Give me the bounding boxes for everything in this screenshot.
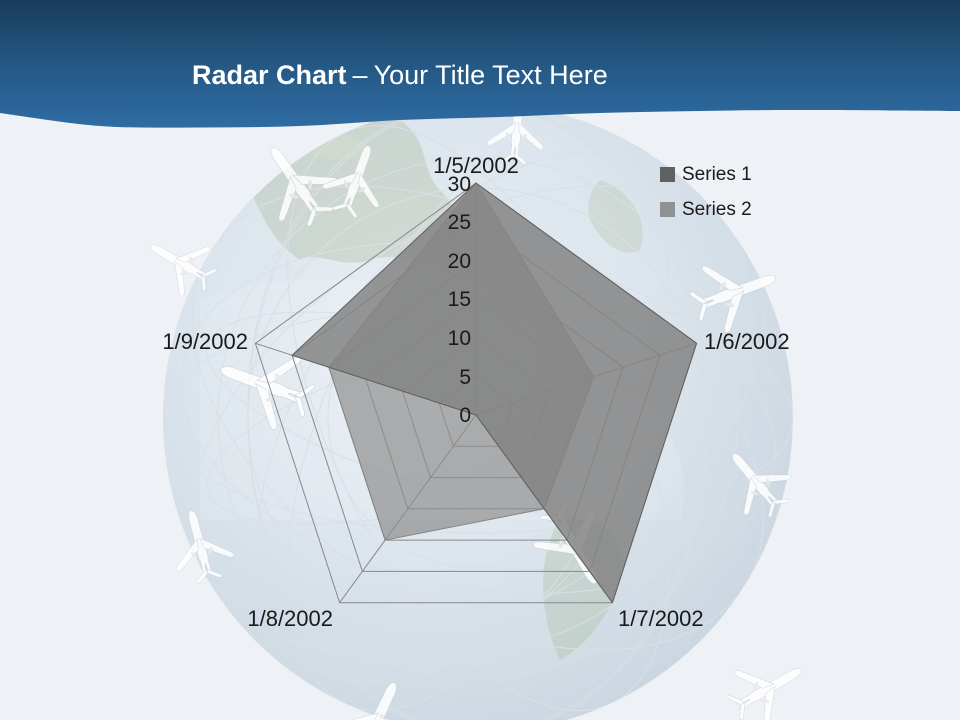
svg-text:Series 2: Series 2 bbox=[682, 199, 752, 220]
svg-text:Series 1: Series 1 bbox=[682, 164, 752, 185]
